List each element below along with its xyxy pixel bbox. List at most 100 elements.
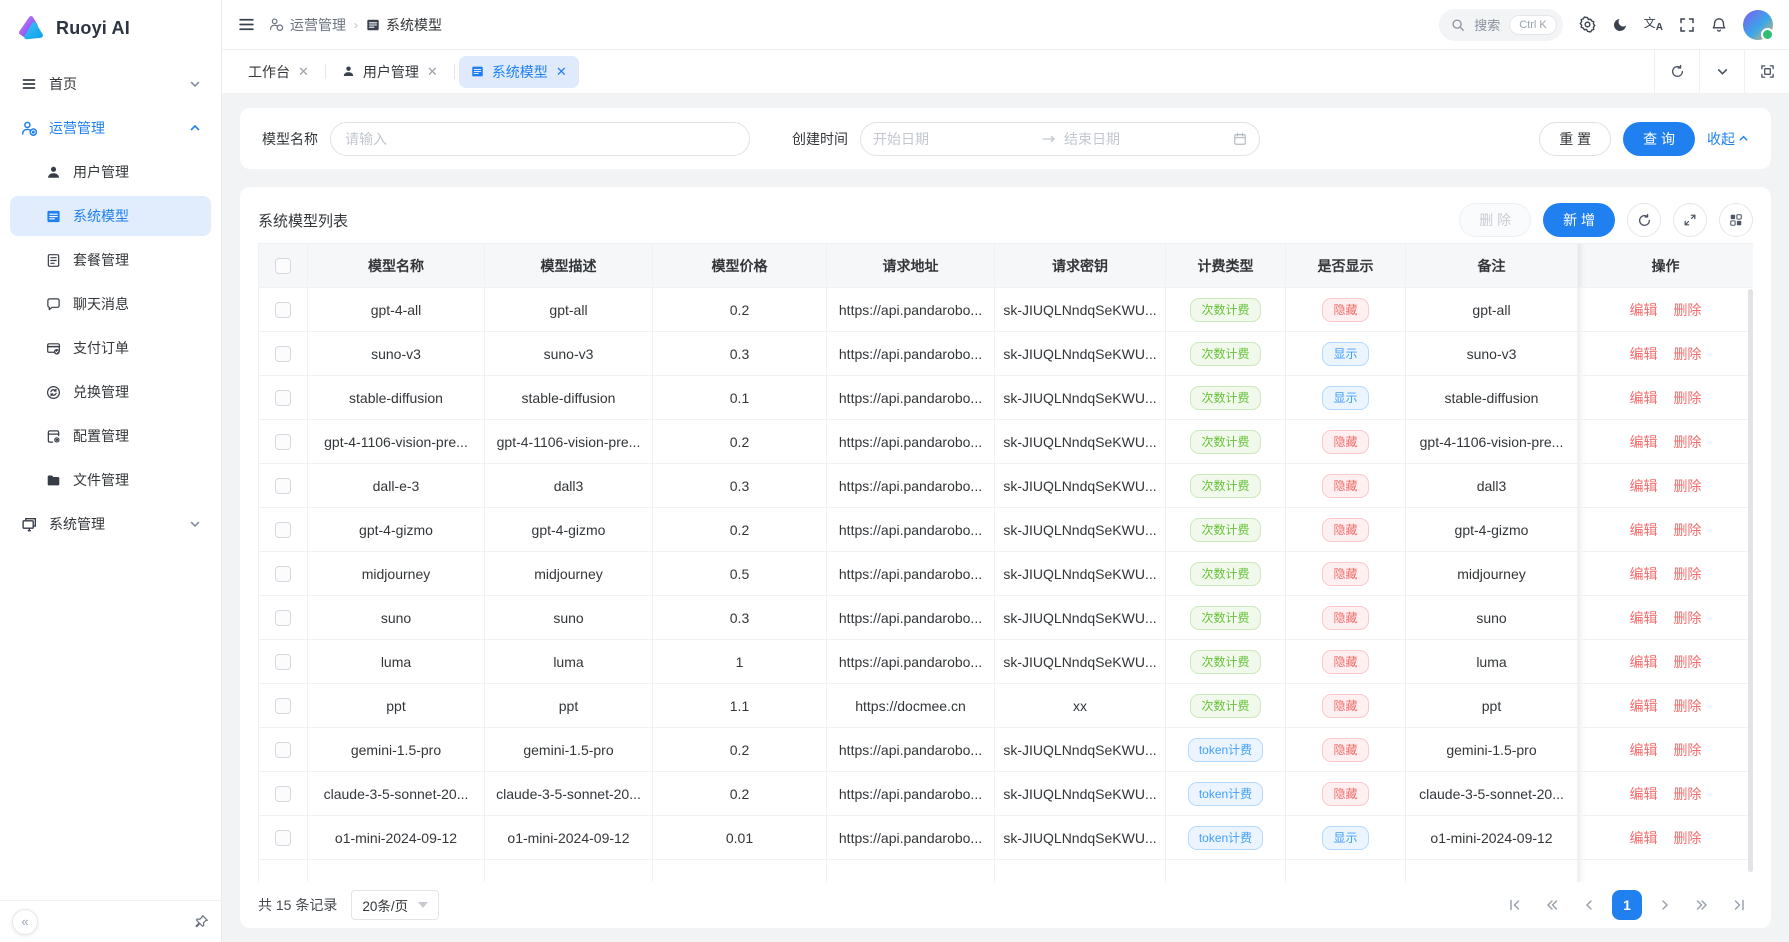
page-size-select[interactable]: 20条/页: [351, 890, 439, 920]
close-icon[interactable]: ✕: [298, 65, 309, 78]
row-checkbox[interactable]: [275, 610, 291, 626]
sidebar-item-operations[interactable]: 运营管理: [10, 108, 211, 148]
delete-link[interactable]: 删除: [1673, 346, 1701, 362]
row-checkbox[interactable]: [275, 302, 291, 318]
delete-link[interactable]: 删除: [1673, 786, 1701, 802]
sidebar-item-exchange[interactable]: 兑换管理: [10, 372, 211, 412]
edit-link[interactable]: 编辑: [1630, 698, 1658, 714]
row-select-cell: [259, 420, 308, 464]
gear-icon[interactable]: [1579, 16, 1596, 33]
column-settings-icon[interactable]: [1719, 203, 1753, 237]
select-all-checkbox[interactable]: [275, 258, 291, 274]
delete-link[interactable]: 删除: [1673, 390, 1701, 406]
bell-icon[interactable]: [1711, 17, 1727, 33]
translate-icon[interactable]: 文A: [1644, 17, 1663, 33]
table-scrollbar[interactable]: [1748, 289, 1753, 872]
row-checkbox[interactable]: [275, 698, 291, 714]
edit-link[interactable]: 编辑: [1630, 830, 1658, 846]
edit-link[interactable]: 编辑: [1630, 566, 1658, 582]
model-name-cell: gpt-4-gizmo: [308, 508, 485, 552]
sidebar-item-chat-messages[interactable]: 聊天消息: [10, 284, 211, 324]
request-key-cell: sk-JIUQLNndqSeKWU...: [995, 728, 1166, 772]
row-checkbox[interactable]: [275, 390, 291, 406]
edit-link[interactable]: 编辑: [1630, 610, 1658, 626]
chevron-down-icon[interactable]: [1699, 50, 1744, 93]
edit-link[interactable]: 编辑: [1630, 434, 1658, 450]
row-checkbox[interactable]: [275, 654, 291, 670]
close-icon[interactable]: ✕: [556, 65, 567, 78]
refresh-icon[interactable]: [1627, 203, 1661, 237]
fullscreen-icon[interactable]: [1679, 17, 1695, 33]
global-search[interactable]: 搜索 Ctrl K: [1439, 9, 1563, 41]
row-checkbox[interactable]: [275, 786, 291, 802]
moon-icon[interactable]: [1612, 17, 1628, 33]
sidebar-item-packages[interactable]: 套餐管理: [10, 240, 211, 280]
maximize-icon[interactable]: [1744, 50, 1789, 93]
delete-button[interactable]: 删 除: [1459, 203, 1531, 237]
model-name-input[interactable]: 请输入: [330, 122, 750, 156]
sidebar-item-config[interactable]: 配置管理: [10, 416, 211, 456]
collapse-filter-link[interactable]: 收起: [1707, 129, 1749, 149]
tab-workbench[interactable]: 工作台 ✕: [236, 56, 321, 88]
sidebar-item-system-model[interactable]: 系统模型: [10, 196, 211, 236]
delete-link[interactable]: 删除: [1673, 698, 1701, 714]
delete-link[interactable]: 删除: [1673, 566, 1701, 582]
sidebar-item-users[interactable]: 用户管理: [10, 152, 211, 192]
delete-link[interactable]: 删除: [1673, 522, 1701, 538]
expand-icon[interactable]: [1673, 203, 1707, 237]
tab-system-model[interactable]: 系统模型 ✕: [459, 56, 579, 88]
sidebar-item-payment-orders[interactable]: 支付订单: [10, 328, 211, 368]
edit-link[interactable]: 编辑: [1630, 522, 1658, 538]
row-checkbox[interactable]: [275, 566, 291, 582]
forward-multi-button[interactable]: [1688, 891, 1716, 919]
delete-link[interactable]: 删除: [1673, 478, 1701, 494]
edit-link[interactable]: 编辑: [1630, 786, 1658, 802]
sidebar-item-home[interactable]: 首页: [10, 64, 211, 104]
sidebar-item-files[interactable]: 文件管理: [10, 460, 211, 500]
model-price-cell: 0.2: [653, 420, 827, 464]
prev-page-button[interactable]: [1575, 891, 1603, 919]
user-avatar[interactable]: [1743, 10, 1773, 40]
request-key-cell: sk-JIUQLNndqSeKWU...: [995, 552, 1166, 596]
breadcrumb-system-model[interactable]: 系统模型: [366, 15, 442, 35]
tabbar: 工作台 ✕ 用户管理 ✕ 系统模型 ✕: [222, 50, 1789, 94]
delete-link[interactable]: 删除: [1673, 610, 1701, 626]
row-checkbox[interactable]: [275, 742, 291, 758]
delete-link[interactable]: 删除: [1673, 434, 1701, 450]
edit-link[interactable]: 编辑: [1630, 478, 1658, 494]
row-checkbox[interactable]: [275, 478, 291, 494]
delete-link[interactable]: 删除: [1673, 830, 1701, 846]
add-button[interactable]: 新 增: [1543, 203, 1615, 237]
query-button[interactable]: 查 询: [1623, 122, 1695, 156]
delete-link[interactable]: 删除: [1673, 302, 1701, 318]
reset-button[interactable]: 重 置: [1539, 122, 1611, 156]
edit-link[interactable]: 编辑: [1630, 346, 1658, 362]
tab-user-management[interactable]: 用户管理 ✕: [330, 56, 450, 88]
back-multi-button[interactable]: [1538, 891, 1566, 919]
last-page-button[interactable]: [1725, 891, 1753, 919]
first-page-button[interactable]: [1501, 891, 1529, 919]
current-page-button[interactable]: 1: [1612, 890, 1642, 920]
row-checkbox[interactable]: [275, 522, 291, 538]
hamburger-icon[interactable]: [238, 16, 255, 33]
edit-link[interactable]: 编辑: [1630, 742, 1658, 758]
refresh-icon[interactable]: [1654, 50, 1699, 93]
close-icon[interactable]: ✕: [427, 65, 438, 78]
edit-link[interactable]: 编辑: [1630, 654, 1658, 670]
row-select-cell: [259, 684, 308, 728]
delete-link[interactable]: 删除: [1673, 654, 1701, 670]
edit-link[interactable]: 编辑: [1630, 390, 1658, 406]
next-page-button[interactable]: [1651, 891, 1679, 919]
date-range-input[interactable]: 开始日期 结束日期: [860, 122, 1260, 156]
sidebar-item-system-mgmt[interactable]: 系统管理: [10, 504, 211, 544]
sidebar-collapse-button[interactable]: «: [12, 909, 38, 935]
pin-icon[interactable]: [194, 914, 209, 929]
breadcrumb-operations[interactable]: 运营管理: [269, 15, 346, 35]
row-checkbox[interactable]: [275, 434, 291, 450]
visible-cell: 隐藏: [1286, 596, 1406, 640]
row-checkbox[interactable]: [275, 346, 291, 362]
edit-link[interactable]: 编辑: [1630, 302, 1658, 318]
delete-link[interactable]: 删除: [1673, 742, 1701, 758]
model-desc-cell: suno-v3: [485, 332, 653, 376]
row-checkbox[interactable]: [275, 830, 291, 846]
